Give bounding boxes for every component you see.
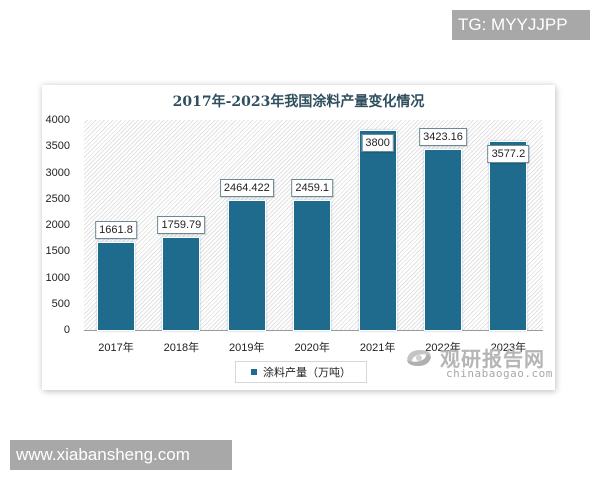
value-label: 2464.422: [219, 178, 274, 197]
y-tick-label: 1500: [45, 245, 70, 258]
y-tick-label: 3000: [45, 166, 70, 179]
watermark-en-text: chinabaogao.com: [446, 367, 553, 380]
bar-2017: [98, 242, 134, 330]
bar-2019: [228, 200, 265, 330]
bar-2023: [490, 142, 527, 330]
value-label: 3800: [361, 133, 394, 152]
site-watermark-badge: www.xiabansheng.com: [10, 440, 232, 470]
legend: 涂料产量（万吨）: [235, 361, 367, 383]
x-axis-line: [84, 330, 543, 331]
x-tick-label: 2017年: [98, 342, 134, 354]
tg-watermark-badge: TG: MYYJJPP: [452, 10, 590, 40]
watermark-cn-text: 观研报告网: [440, 347, 545, 371]
bar-2020: [294, 200, 331, 330]
y-tick-label: 3500: [45, 140, 70, 153]
bar-2021: [359, 130, 396, 330]
x-tick-label: 2022年: [425, 342, 461, 354]
y-tick-label: 2500: [45, 192, 70, 205]
chart-title: 2017年-2023年我国涂料产量变化情况: [172, 94, 425, 110]
value-label: 3577.2: [487, 145, 530, 164]
chinabaogao-logo-icon: [407, 350, 431, 366]
x-tick-label: 2020年: [294, 342, 330, 354]
y-tick-label: 0: [63, 324, 70, 336]
bar-2018: [163, 237, 200, 330]
legend-swatch: [251, 369, 257, 375]
y-tick-label: 4000: [45, 114, 70, 126]
y-tick-label: 2000: [45, 219, 70, 231]
value-label: 1661.8: [95, 220, 137, 239]
y-tick-label: 500: [51, 297, 70, 310]
x-tick-label: 2023年: [490, 342, 527, 354]
legend-label: 涂料产量（万吨）: [263, 367, 351, 379]
x-tick-label: 2018年: [163, 342, 200, 354]
y-tick-label: 1000: [45, 271, 70, 284]
value-label: 3423.16: [419, 128, 467, 147]
value-label: 2459.1: [291, 178, 334, 197]
chinabaogao-watermark: 观研报告网 chinabaogao.com: [404, 343, 553, 383]
value-label: 1759.79: [157, 215, 206, 234]
x-tick-label: 2019年: [229, 342, 265, 354]
x-tick-label: 2021年: [359, 342, 396, 354]
bar-2022: [425, 150, 461, 330]
